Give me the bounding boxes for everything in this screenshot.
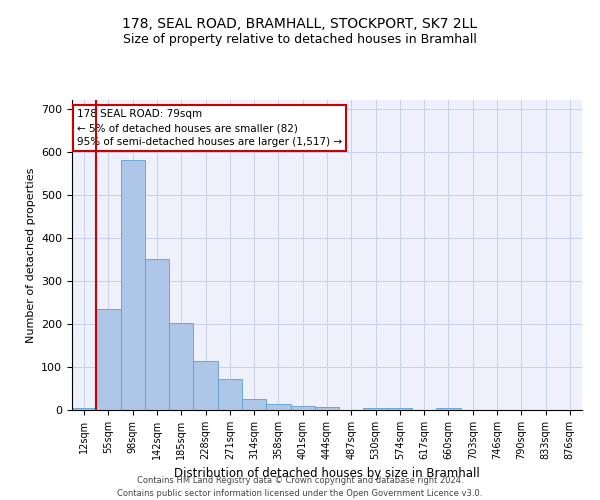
Bar [72,408,96,410]
Bar [266,404,290,410]
Bar [364,408,388,410]
Bar [290,406,315,410]
Bar [145,260,169,410]
Bar [169,322,193,410]
X-axis label: Distribution of detached houses by size in Bramhall: Distribution of detached houses by size … [174,468,480,480]
Text: Size of property relative to detached houses in Bramhall: Size of property relative to detached ho… [123,32,477,46]
Y-axis label: Number of detached properties: Number of detached properties [26,168,35,342]
Bar [436,408,461,410]
Bar [121,160,145,410]
Text: 178, SEAL ROAD, BRAMHALL, STOCKPORT, SK7 2LL: 178, SEAL ROAD, BRAMHALL, STOCKPORT, SK7… [122,18,478,32]
Bar [96,309,121,410]
Bar [193,361,218,410]
Bar [388,408,412,410]
Bar [315,407,339,410]
Text: 178 SEAL ROAD: 79sqm
← 5% of detached houses are smaller (82)
95% of semi-detach: 178 SEAL ROAD: 79sqm ← 5% of detached ho… [77,110,342,148]
Bar [218,379,242,410]
Bar [242,399,266,410]
Text: Contains HM Land Registry data © Crown copyright and database right 2024.
Contai: Contains HM Land Registry data © Crown c… [118,476,482,498]
